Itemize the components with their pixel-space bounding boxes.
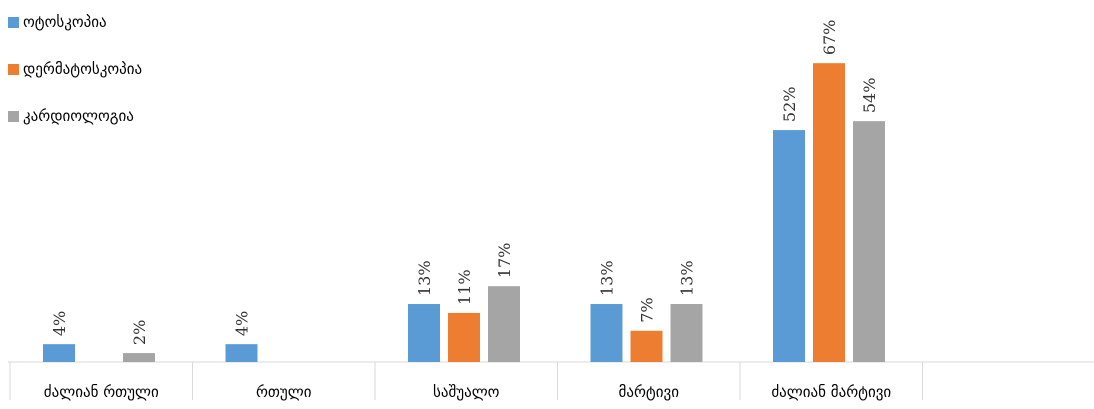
data-label-otoscopy: 13% [598, 260, 617, 296]
x-tick-label: რთული [256, 383, 312, 401]
x-tick-label: ძალიან მარტივი [771, 383, 891, 401]
legend-label-otoscopy: ოტოსკოპია [23, 13, 107, 31]
data-label-dermatoscopy: 67% [820, 20, 839, 56]
legend-item-cardiology: კარდიოლოგია [8, 106, 142, 126]
bar-dermatoscopy [448, 312, 480, 362]
data-label-cardiology: 2% [130, 320, 149, 345]
legend-item-dermatoscopy: დერმატოსკოპია [8, 59, 142, 79]
bar-cardiology [853, 121, 885, 362]
legend-label-dermatoscopy: დერმატოსკოპია [23, 60, 143, 78]
bar-cardiology [670, 304, 703, 362]
legend-swatch-otoscopy [8, 16, 19, 28]
bar-otoscopy [590, 304, 623, 362]
data-label-otoscopy: 4% [233, 311, 252, 336]
x-tick-label: ძალიან რთული [44, 383, 159, 401]
x-tick-label: საშუალო [433, 383, 500, 401]
bar-dermatoscopy [630, 330, 663, 362]
data-label-dermatoscopy: 11% [455, 269, 474, 305]
legend: ოტოსკოპია დერმატოსკოპია კარდიოლოგია [8, 12, 142, 153]
legend-label-cardiology: კარდიოლოგია [23, 107, 134, 125]
bar-otoscopy [408, 304, 440, 362]
data-label-otoscopy: 13% [415, 260, 434, 296]
data-label-otoscopy: 52% [780, 87, 799, 123]
legend-swatch-dermatoscopy [8, 63, 19, 75]
data-label-otoscopy: 4% [50, 311, 69, 336]
bar-otoscopy [225, 344, 258, 362]
bar-cardiology [488, 286, 520, 362]
legend-swatch-cardiology [8, 110, 19, 122]
data-label-cardiology: 54% [860, 78, 879, 114]
bar-otoscopy [43, 344, 75, 362]
data-label-cardiology: 17% [495, 243, 514, 279]
bar-cardiology [123, 353, 155, 362]
bar-dermatoscopy [813, 63, 845, 363]
data-label-cardiology: 13% [678, 260, 697, 296]
legend-item-otoscopy: ოტოსკოპია [8, 12, 142, 32]
bar-otoscopy [773, 130, 805, 362]
x-tick-label: მარტივი [619, 383, 680, 401]
data-label-dermatoscopy: 7% [638, 297, 657, 322]
